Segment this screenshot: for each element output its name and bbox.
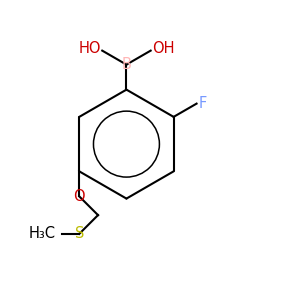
Text: F: F: [199, 96, 207, 111]
Text: OH: OH: [152, 41, 175, 56]
Text: B: B: [122, 57, 131, 72]
Text: H₃C: H₃C: [29, 226, 56, 242]
Text: S: S: [75, 226, 84, 242]
Text: O: O: [74, 189, 85, 204]
Text: HO: HO: [78, 41, 101, 56]
